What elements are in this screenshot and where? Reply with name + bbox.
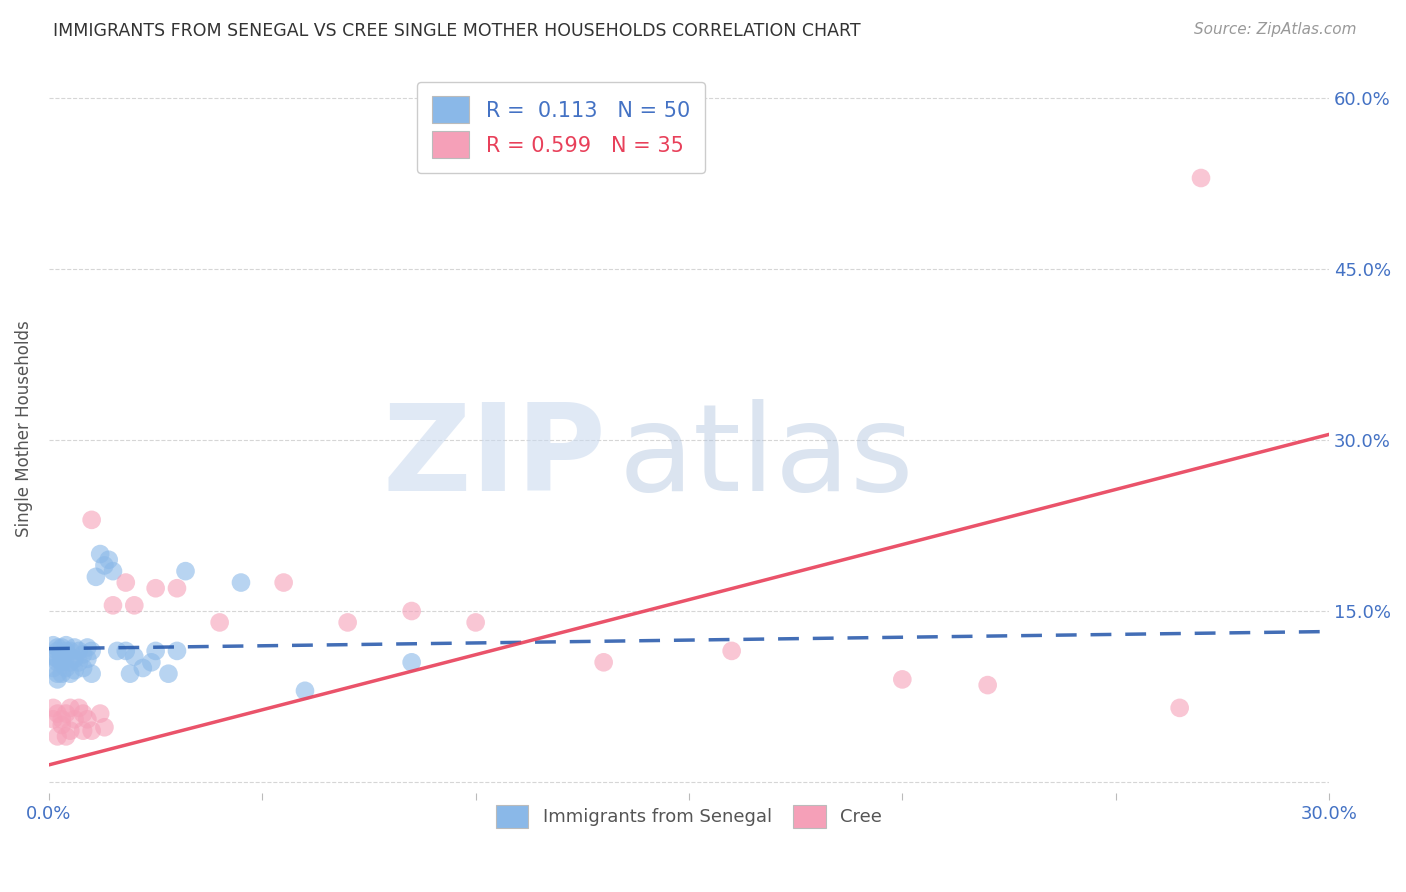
Point xyxy=(592,655,614,669)
Point xyxy=(208,615,231,630)
Point xyxy=(174,564,197,578)
Point xyxy=(114,575,136,590)
Point xyxy=(891,673,914,687)
Point xyxy=(124,599,146,613)
Point xyxy=(46,655,69,669)
Point xyxy=(141,655,163,669)
Point xyxy=(42,712,65,726)
Point xyxy=(51,712,73,726)
Point xyxy=(51,718,73,732)
Point xyxy=(72,723,94,738)
Point xyxy=(46,730,69,744)
Point xyxy=(42,701,65,715)
Point xyxy=(67,644,90,658)
Point xyxy=(55,706,77,721)
Point xyxy=(401,604,423,618)
Point xyxy=(97,553,120,567)
Point xyxy=(976,678,998,692)
Point xyxy=(59,701,82,715)
Point xyxy=(59,723,82,738)
Point xyxy=(46,652,69,666)
Point xyxy=(105,644,128,658)
Point xyxy=(72,648,94,662)
Point xyxy=(80,666,103,681)
Point xyxy=(55,638,77,652)
Point xyxy=(80,644,103,658)
Point xyxy=(132,661,155,675)
Text: Source: ZipAtlas.com: Source: ZipAtlas.com xyxy=(1194,22,1357,37)
Point xyxy=(51,640,73,655)
Point xyxy=(166,581,188,595)
Point xyxy=(55,644,77,658)
Point xyxy=(72,661,94,675)
Point xyxy=(63,712,86,726)
Point xyxy=(42,638,65,652)
Point xyxy=(114,644,136,658)
Point xyxy=(59,644,82,658)
Point xyxy=(63,640,86,655)
Point xyxy=(84,570,107,584)
Point xyxy=(55,730,77,744)
Point xyxy=(89,547,111,561)
Point xyxy=(273,575,295,590)
Point xyxy=(42,661,65,675)
Point xyxy=(72,706,94,721)
Point xyxy=(1189,171,1212,186)
Point xyxy=(42,649,65,664)
Point xyxy=(46,706,69,721)
Point xyxy=(80,723,103,738)
Point xyxy=(46,640,69,655)
Point xyxy=(76,712,98,726)
Point xyxy=(67,655,90,669)
Point xyxy=(101,599,124,613)
Point xyxy=(51,655,73,669)
Point xyxy=(59,655,82,669)
Point xyxy=(55,649,77,664)
Point xyxy=(166,644,188,658)
Text: ZIP: ZIP xyxy=(382,400,606,516)
Point xyxy=(93,720,115,734)
Point xyxy=(46,666,69,681)
Point xyxy=(89,706,111,721)
Point xyxy=(93,558,115,573)
Point xyxy=(401,655,423,669)
Point xyxy=(336,615,359,630)
Text: IMMIGRANTS FROM SENEGAL VS CREE SINGLE MOTHER HOUSEHOLDS CORRELATION CHART: IMMIGRANTS FROM SENEGAL VS CREE SINGLE M… xyxy=(53,22,860,40)
Point xyxy=(157,666,180,681)
Text: atlas: atlas xyxy=(619,400,914,516)
Point xyxy=(67,701,90,715)
Legend: Immigrants from Senegal, Cree: Immigrants from Senegal, Cree xyxy=(488,797,890,836)
Point xyxy=(294,683,316,698)
Point xyxy=(118,666,141,681)
Point xyxy=(51,666,73,681)
Point xyxy=(63,663,86,677)
Point xyxy=(76,640,98,655)
Point xyxy=(145,644,167,658)
Point xyxy=(46,673,69,687)
Point xyxy=(720,644,742,658)
Point xyxy=(63,652,86,666)
Point xyxy=(124,649,146,664)
Point xyxy=(229,575,252,590)
Point xyxy=(464,615,486,630)
Point xyxy=(101,564,124,578)
Point xyxy=(46,644,69,658)
Point xyxy=(51,648,73,662)
Point xyxy=(1168,701,1191,715)
Point xyxy=(51,652,73,666)
Point xyxy=(59,666,82,681)
Point xyxy=(76,652,98,666)
Point xyxy=(80,513,103,527)
Point xyxy=(55,661,77,675)
Point xyxy=(145,581,167,595)
Y-axis label: Single Mother Households: Single Mother Households xyxy=(15,320,32,537)
